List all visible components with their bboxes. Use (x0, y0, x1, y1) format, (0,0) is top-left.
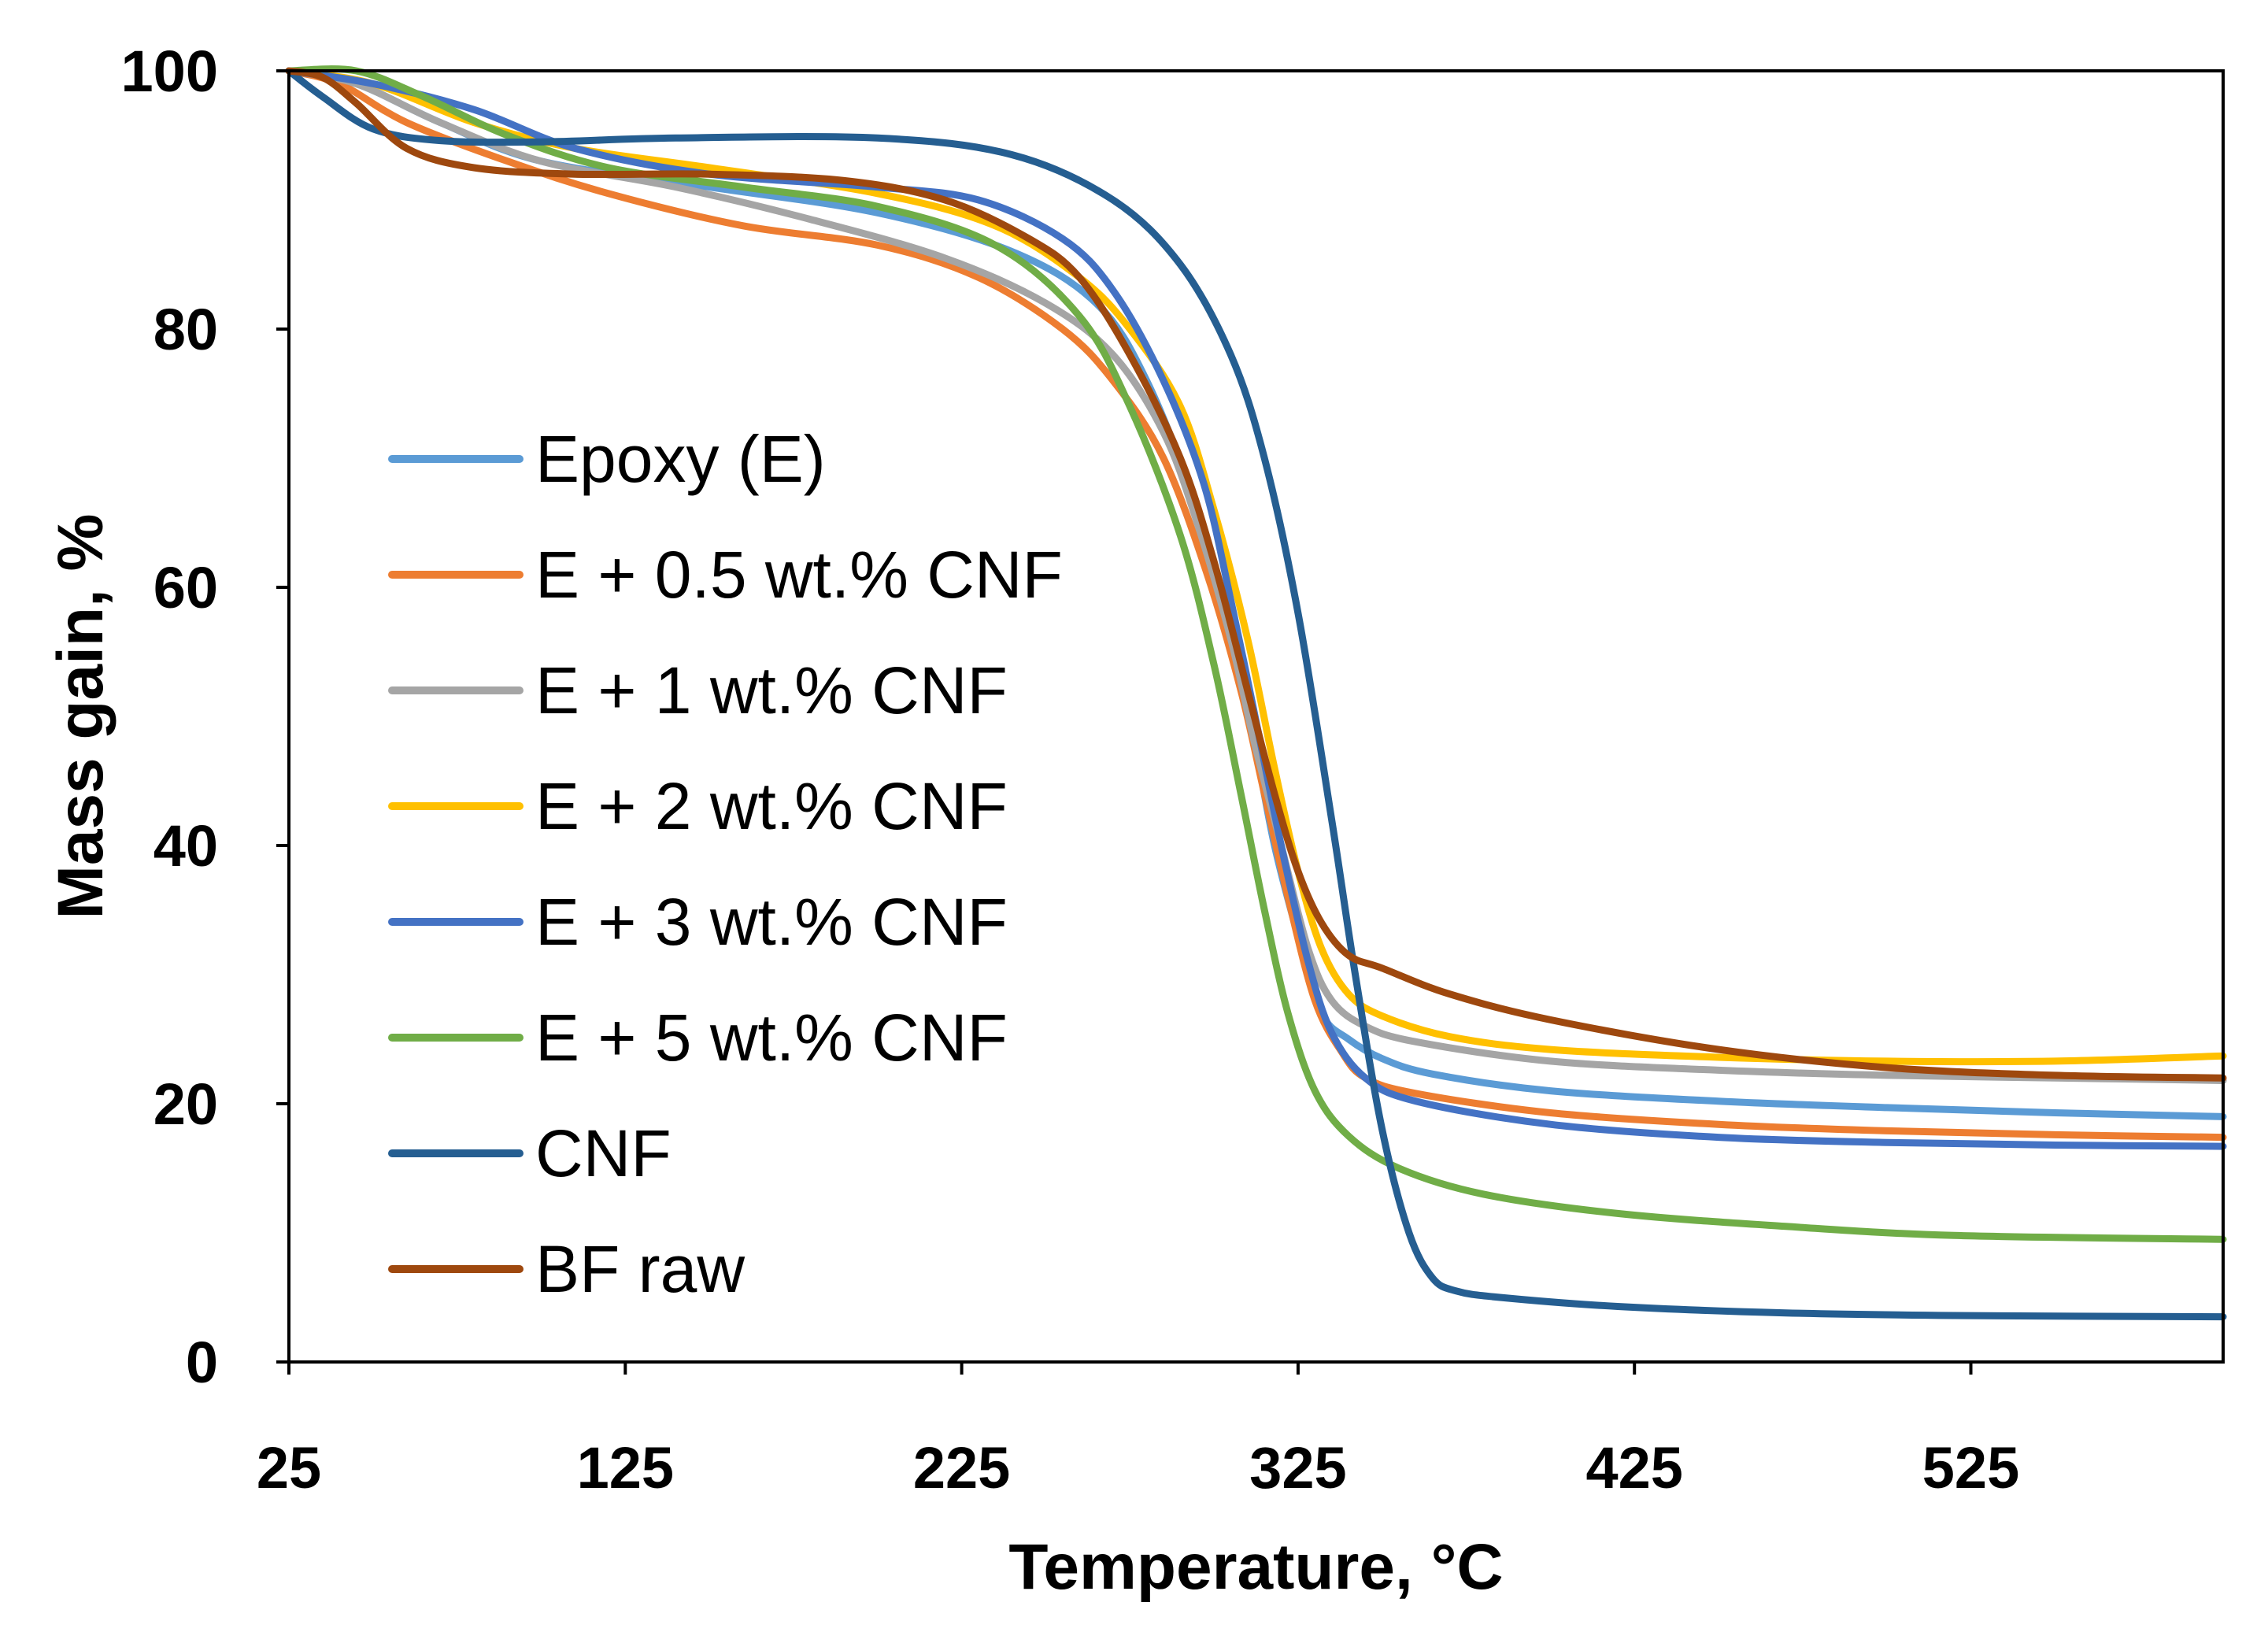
series-line-cnf (285, 67, 2227, 1321)
legend-label-e-5-wt-cnf: E + 5 wt.% CNF (535, 1001, 1008, 1075)
axis-layer: 25 125 225 325 425 525 0 20 40 60 80 100 (121, 39, 2020, 1501)
x-tick-label: 225 (913, 1435, 1010, 1501)
series-line-e-3-wt-cnf (285, 67, 2227, 1150)
y-tick-label: 40 (154, 813, 218, 879)
y-axis-title: Mass gain, % (45, 514, 117, 920)
x-tick-label: 25 (257, 1435, 321, 1501)
legend-label-e-3-wt-cnf: E + 3 wt.% CNF (535, 885, 1008, 959)
y-tick-label: 80 (154, 297, 218, 362)
legend-label-e-0-5-wt-cnf: E + 0.5 wt.% CNF (535, 538, 1063, 612)
legend-label-epoxy-e: Epoxy (E) (535, 422, 826, 496)
x-tick-label: 425 (1585, 1435, 1682, 1501)
series-line-bf-raw (285, 67, 2227, 1082)
x-tick-label: 325 (1249, 1435, 1346, 1501)
x-axis-title: Temperature, °C (1008, 1531, 1503, 1603)
x-tick-label: 525 (1922, 1435, 2019, 1501)
legend-label-cnf: CNF (535, 1116, 672, 1190)
y-tick-label: 20 (154, 1071, 218, 1137)
series-line-e-5-wt-cnf (285, 65, 2227, 1243)
y-tick-label: 0 (186, 1330, 218, 1395)
legend-label-e-2-wt-cnf: E + 2 wt.% CNF (535, 769, 1008, 843)
plot-area-frame (287, 69, 2225, 1364)
y-tick-label: 100 (121, 39, 218, 104)
series-line-e-2-wt-cnf (285, 67, 2227, 1066)
series-layer (285, 65, 2227, 1321)
legend: Epoxy (E) E + 0.5 wt.% CNF E + 1 wt.% CNF E… (388, 422, 1063, 1306)
y-tick-label: 60 (154, 555, 218, 620)
legend-label-e-1-wt-cnf: E + 1 wt.% CNF (535, 653, 1008, 727)
legend-label-bf-raw: BF raw (535, 1232, 745, 1306)
x-tick-label: 125 (577, 1435, 674, 1501)
